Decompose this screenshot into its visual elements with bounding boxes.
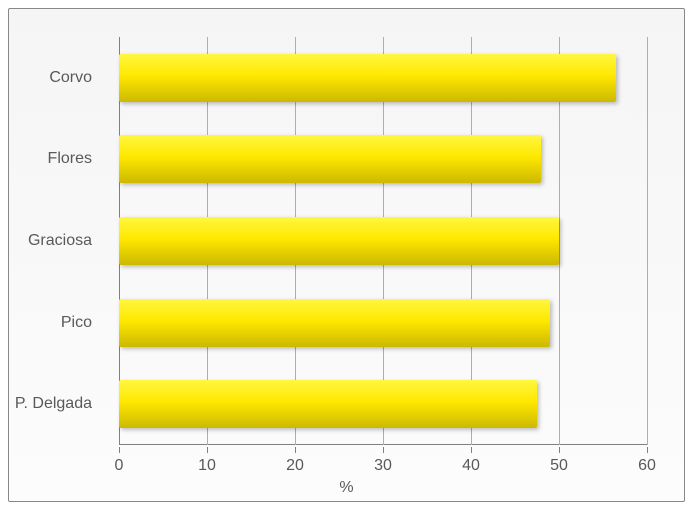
y-category-label: Corvo — [12, 69, 92, 87]
y-category-label: Graciosa — [12, 232, 92, 250]
x-axis-title: % — [339, 479, 353, 497]
x-tick — [471, 447, 472, 453]
x-tick-label: 40 — [462, 457, 480, 475]
x-tick-label: 10 — [198, 457, 216, 475]
x-tick — [383, 447, 384, 453]
bar — [119, 135, 541, 183]
bar — [119, 217, 559, 265]
bar — [119, 299, 550, 347]
x-tick — [207, 447, 208, 453]
x-tick-label: 30 — [374, 457, 392, 475]
y-category-label: P. Delgada — [12, 395, 92, 413]
x-tick — [119, 447, 120, 453]
x-tick-label: 50 — [550, 457, 568, 475]
x-tick — [559, 447, 560, 453]
bar — [119, 380, 537, 428]
gridline — [647, 37, 648, 445]
x-tick — [647, 447, 648, 453]
x-tick-label: 20 — [286, 457, 304, 475]
plot-area — [119, 37, 647, 445]
bar — [119, 54, 616, 102]
x-tick — [295, 447, 296, 453]
chart-container: % 0 10 20 30 40 50 60 P. Delgada Pico Graciosa Flo… — [8, 8, 685, 502]
x-tick-label: 0 — [115, 457, 124, 475]
x-tick-label: 60 — [638, 457, 656, 475]
y-category-label: Flores — [12, 150, 92, 168]
y-category-label: Pico — [12, 314, 92, 332]
